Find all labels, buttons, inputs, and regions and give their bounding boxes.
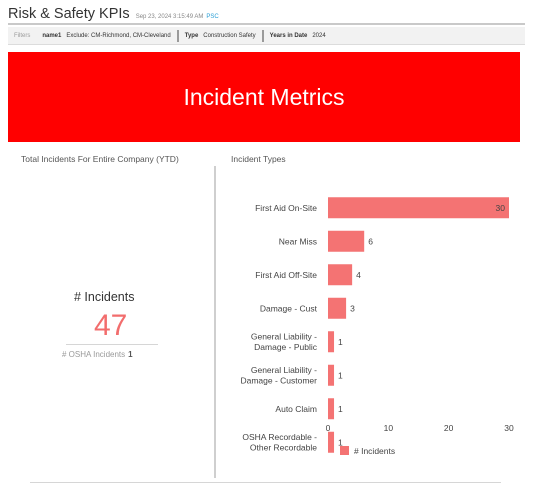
- bar-value-label: 4: [356, 270, 361, 280]
- footer-divider: [30, 482, 501, 483]
- bar-value-label: 1: [338, 404, 343, 414]
- filter-key-name1: name1: [42, 32, 62, 39]
- category-label: Near Miss: [279, 236, 317, 246]
- bar[interactable]: [328, 230, 365, 252]
- category-label: Damage - Cust: [260, 303, 318, 313]
- bar-value-label: 1: [338, 337, 343, 347]
- dashboard-header: Risk & Safety KPIs Sep 23, 2024 3:15:49 …: [8, 6, 525, 24]
- category-label: General Liability -Damage - Public: [251, 332, 318, 353]
- kpi-label: # Incidents: [74, 290, 135, 304]
- filter-separator: [176, 29, 179, 42]
- filters-label: Filters: [14, 32, 31, 39]
- bar-value-label: 30: [496, 203, 506, 213]
- filter-value-type[interactable]: Construction Safety: [203, 32, 256, 39]
- osha-incidents-value: 1: [128, 350, 133, 359]
- category-label: First Aid Off-Site: [255, 270, 317, 280]
- panel-divider: [214, 166, 216, 478]
- bar[interactable]: [328, 264, 353, 286]
- osha-incidents-label: # OSHA Incidents: [62, 350, 126, 359]
- bar-value-label: 1: [338, 370, 343, 380]
- x-tick-label: 30: [504, 423, 514, 433]
- bar[interactable]: [328, 331, 335, 353]
- category-label: General Liability -Damage - Customer: [240, 365, 317, 386]
- bar[interactable]: [328, 398, 335, 420]
- banner-title: Incident Metrics: [183, 83, 345, 110]
- x-tick-label: 0: [326, 423, 331, 433]
- legend-swatch[interactable]: [340, 446, 349, 455]
- osha-incidents-kpi: # OSHA Incidents 1: [62, 350, 133, 359]
- filter-value-years[interactable]: 2024: [312, 32, 326, 39]
- bar[interactable]: [328, 197, 509, 219]
- filter-value-name1[interactable]: Exclude: CM-Richmond, CM-Cleveland: [66, 32, 171, 39]
- bar-value-label: 3: [350, 303, 355, 313]
- bar-value-label: 1: [338, 437, 343, 447]
- category-label: Auto Claim: [275, 404, 317, 414]
- x-tick-label: 20: [444, 423, 454, 433]
- kpi-value: 47: [94, 309, 128, 342]
- chart-panel-title: Incident Types: [231, 154, 286, 164]
- bar[interactable]: [328, 431, 335, 453]
- x-tick-label: 10: [384, 423, 394, 433]
- filter-key-type: Type: [184, 32, 199, 39]
- kpi-divider: [66, 344, 158, 345]
- bar[interactable]: [328, 297, 347, 319]
- category-label: First Aid On-Site: [255, 203, 317, 213]
- header-divider: [8, 23, 525, 25]
- legend-label: # Incidents: [354, 446, 395, 456]
- bar[interactable]: [328, 364, 335, 386]
- dashboard-title: Risk & Safety KPIs: [8, 6, 130, 22]
- filter-bar[interactable]: Filters name1 Exclude: CM-Richmond, CM-C…: [8, 27, 525, 45]
- bar-value-label: 6: [368, 236, 373, 246]
- filter-key-years: Years in Date: [269, 32, 308, 39]
- kpi-panel-title: Total Incidents For Entire Company (YTD): [21, 154, 179, 164]
- timezone-link[interactable]: PSC: [206, 14, 219, 20]
- incident-metrics-banner: Incident Metrics: [8, 52, 520, 142]
- refresh-timestamp: Sep 23, 2024 3:15:49 AM: [135, 14, 204, 20]
- category-label: OSHA Recordable -Other Recordable: [242, 432, 317, 453]
- filter-separator: [261, 29, 264, 42]
